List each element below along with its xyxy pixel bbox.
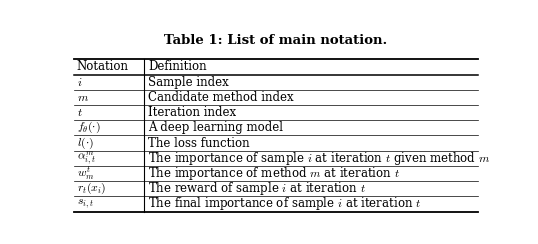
- Text: Candidate method index: Candidate method index: [148, 91, 294, 104]
- Text: $w_{m}^{t}$: $w_{m}^{t}$: [77, 164, 94, 183]
- Text: $s_{i,t}$: $s_{i,t}$: [77, 197, 94, 210]
- Text: Iteration index: Iteration index: [148, 106, 237, 119]
- Text: The reward of sample $i$ at iteration $t$: The reward of sample $i$ at iteration $t…: [148, 180, 366, 197]
- Text: Table 1: List of main notation.: Table 1: List of main notation.: [164, 34, 387, 47]
- Text: $l(\cdot)$: $l(\cdot)$: [77, 135, 94, 151]
- Text: A deep learning model: A deep learning model: [148, 121, 284, 134]
- Text: $\alpha_{i,t}^{m}$: $\alpha_{i,t}^{m}$: [77, 150, 96, 167]
- Text: $t$: $t$: [77, 106, 83, 119]
- Text: The importance of method $m$ at iteration $t$: The importance of method $m$ at iteratio…: [148, 165, 400, 182]
- Text: The final importance of sample $i$ at iteration $t$: The final importance of sample $i$ at it…: [148, 195, 422, 213]
- Text: $m$: $m$: [77, 91, 89, 104]
- Text: Sample index: Sample index: [148, 76, 229, 89]
- Text: Definition: Definition: [148, 61, 207, 73]
- Text: $r_t(x_i)$: $r_t(x_i)$: [77, 181, 107, 196]
- Text: The importance of sample $i$ at iteration $t$ given method $m$: The importance of sample $i$ at iteratio…: [148, 150, 491, 167]
- Text: $i$: $i$: [77, 76, 82, 89]
- Text: The loss function: The loss function: [148, 137, 250, 150]
- Text: Notation: Notation: [77, 61, 129, 73]
- Text: $f_{\theta}(\cdot)$: $f_{\theta}(\cdot)$: [77, 120, 101, 135]
